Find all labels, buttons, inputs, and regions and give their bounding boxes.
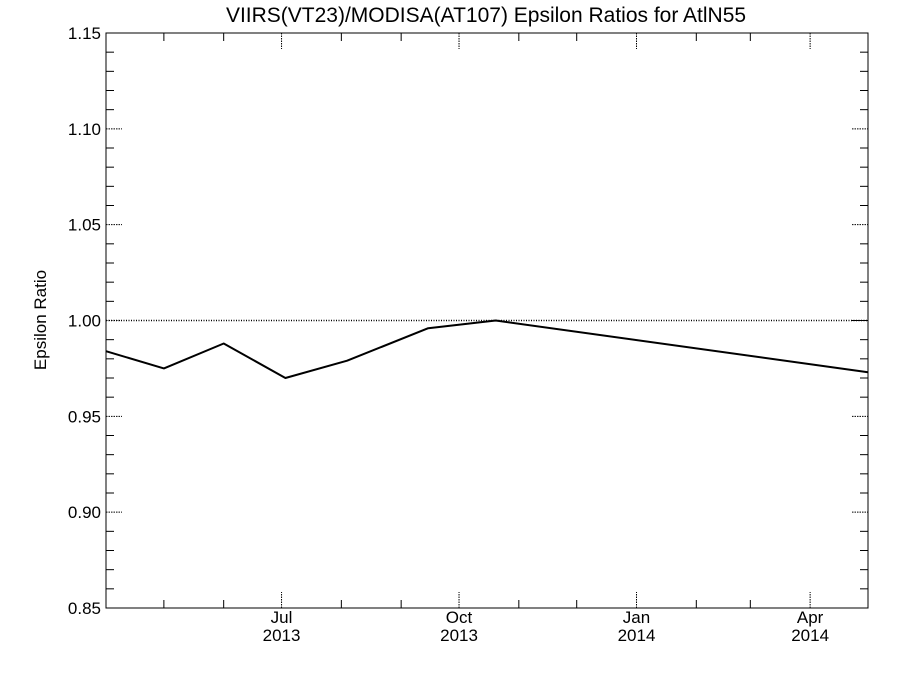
x-tick-label-year: 2013 bbox=[263, 626, 301, 645]
x-tick-label-month: Oct bbox=[446, 608, 473, 627]
y-tick-label: 1.10 bbox=[68, 120, 101, 139]
x-tick-label-year: 2014 bbox=[791, 626, 829, 645]
axis-ticks bbox=[106, 32, 868, 609]
x-tick-label-year: 2014 bbox=[618, 626, 656, 645]
y-tick-label: 0.95 bbox=[68, 407, 101, 426]
y-axis-label: Epsilon Ratio bbox=[31, 270, 50, 370]
y-tick-label: 0.85 bbox=[68, 599, 101, 618]
y-tick-labels: 0.85 0.90 0.95 1.00 1.05 1.10 1.15 bbox=[68, 24, 101, 618]
y-tick-label: 1.00 bbox=[68, 312, 101, 331]
y-tick-label: 1.05 bbox=[68, 216, 101, 235]
x-tick-label-month: Apr bbox=[797, 608, 824, 627]
x-tick-label-month: Jan bbox=[623, 608, 650, 627]
x-tick-label-month: Jul bbox=[271, 608, 293, 627]
series-line bbox=[105, 319, 869, 379]
y-tick-label: 0.90 bbox=[68, 503, 101, 522]
chart-title: VIIRS(VT23)/MODISA(AT107) Epsilon Ratios… bbox=[226, 4, 746, 27]
x-tick-label-year: 2013 bbox=[440, 626, 478, 645]
y-tick-label: 1.15 bbox=[68, 24, 101, 43]
